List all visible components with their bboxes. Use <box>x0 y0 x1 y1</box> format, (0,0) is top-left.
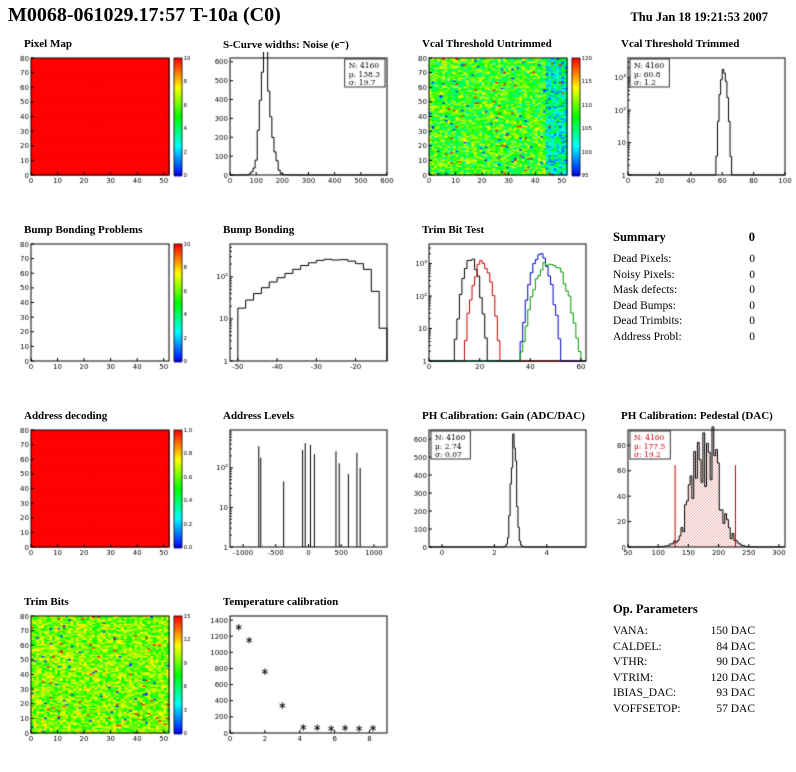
param-row: IBIAS_DAC: 93 DAC <box>613 686 755 702</box>
plot-address-levels: Address Levels <box>199 404 398 590</box>
param-value: 0 <box>749 284 755 296</box>
ph-pedestal-chart <box>601 424 793 562</box>
address-decoding-chart <box>4 424 196 562</box>
address-levels-chart <box>203 424 395 562</box>
param-label: Dead Pixels: <box>613 253 672 265</box>
plot-title: PH Calibration: Pedestal (DAC) <box>621 410 773 422</box>
plot-title: Temperature calibration <box>223 596 339 608</box>
scurve-noise-chart <box>203 52 395 190</box>
param-row: Dead Bumps: 0 <box>613 299 755 315</box>
param-label: VTRIM: <box>613 671 654 684</box>
param-row: Dead Pixels: 0 <box>613 252 755 268</box>
trim-bits-map-chart <box>4 610 196 748</box>
plot-bump-bonding: Bump Bonding <box>199 218 398 404</box>
param-row: VOFFSETOP: 57 DAC <box>613 702 755 718</box>
param-value: 93 DAC <box>716 687 755 699</box>
plot-temperature-calibration: Temperature calibration <box>199 590 398 772</box>
plot-vcal-untrimmed: Vcal Threshold Untrimmed <box>398 32 597 218</box>
op-parameters-rows: VANA: 150 DAC CALDEL: 84 DAC VTHR: 90 DAC VTRI… <box>613 624 755 717</box>
param-value: 0 <box>749 315 755 327</box>
param-row: CALDEL: 84 DAC <box>613 640 755 656</box>
param-row: Address Probl: 0 <box>613 330 755 346</box>
param-label: Address Probl: <box>613 330 682 343</box>
param-row: VANA: 150 DAC <box>613 624 755 640</box>
summary-title: Summary <box>613 230 666 244</box>
trim-bit-test-chart <box>402 238 594 376</box>
report-date: Thu Jan 18 19:21:53 2007 <box>630 10 768 24</box>
plot-pixel-map: Pixel Map <box>0 32 199 218</box>
param-value: 90 DAC <box>716 656 755 668</box>
plot-title: S-Curve widths: Noise (e⁻) <box>223 39 349 51</box>
summary-rows: Dead Pixels: 0 Noisy Pixels: 0 Mask defects:… <box>613 252 755 345</box>
plot-title: PH Calibration: Gain (ADC/DAC) <box>422 410 585 422</box>
param-value: 0 <box>749 253 755 265</box>
param-label: VTHR: <box>613 656 648 668</box>
plot-trim-bit-test: Trim Bit Test <box>398 218 597 404</box>
summary-block: Summary 0 Dead Pixels: 0 Noisy Pixels: 0 Mas… <box>597 218 755 404</box>
param-value: 57 DAC <box>716 702 755 715</box>
plot-grid: Pixel Map S-Curve widths: Noise (e⁻) Vca… <box>0 30 796 772</box>
param-label: Dead Trimbits: <box>613 315 683 327</box>
param-row: Mask defects: 0 <box>613 283 755 299</box>
param-value: 0 <box>749 330 755 343</box>
plot-title: Bump Bonding Problems <box>24 224 143 236</box>
op-parameters-block: Op. Parameters VANA: 150 DAC CALDEL: 84 DAC… <box>597 590 755 772</box>
param-label: Dead Bumps: <box>613 299 676 312</box>
bump-bonding-problems-chart <box>4 238 196 376</box>
param-label: IBIAS_DAC: <box>613 687 677 699</box>
summary-total: 0 <box>748 230 755 244</box>
plot-title: Vcal Threshold Untrimmed <box>422 38 552 50</box>
plot-vcal-trimmed: Vcal Threshold Trimmed <box>597 32 796 218</box>
plot-address-decoding: Address decoding <box>0 404 199 590</box>
param-row: Dead Trimbits: 0 <box>613 314 755 330</box>
param-label: VANA: <box>613 625 648 637</box>
param-label: VOFFSETOP: <box>613 702 681 715</box>
param-value: 0 <box>749 299 755 312</box>
vcal-trimmed-chart <box>601 52 793 190</box>
op-parameters-title: Op. Parameters <box>613 602 698 616</box>
param-row: Noisy Pixels: 0 <box>613 268 755 284</box>
plot-scurve-noise: S-Curve widths: Noise (e⁻) <box>199 32 398 218</box>
plot-title: Address decoding <box>24 410 108 422</box>
plot-ph-pedestal: PH Calibration: Pedestal (DAC) <box>597 404 796 590</box>
param-value: 84 DAC <box>716 640 755 653</box>
page-title: M0068-061029.17:57 T-10a (C0) <box>8 4 281 26</box>
plot-bump-bonding-problems: Bump Bonding Problems <box>0 218 199 404</box>
param-row: VTHR: 90 DAC <box>613 655 755 671</box>
param-row: VTRIM: 120 DAC <box>613 671 755 687</box>
param-label: Mask defects: <box>613 284 678 296</box>
param-label: Noisy Pixels: <box>613 268 675 281</box>
plot-title: Address Levels <box>223 410 294 422</box>
bump-bonding-chart <box>203 238 395 376</box>
plot-trim-bits-map: Trim Bits <box>0 590 199 772</box>
summary-title-row: Summary 0 <box>613 230 755 245</box>
temperature-calibration-chart <box>203 610 395 748</box>
plot-title: Bump Bonding <box>223 224 295 236</box>
param-value: 150 DAC <box>710 625 755 637</box>
plot-ph-gain: PH Calibration: Gain (ADC/DAC) <box>398 404 597 590</box>
plot-title: Trim Bit Test <box>422 224 485 236</box>
pixel-map-chart <box>4 52 196 190</box>
plot-title: Pixel Map <box>24 38 72 50</box>
param-value: 120 DAC <box>710 671 755 684</box>
plot-title: Vcal Threshold Trimmed <box>621 38 740 50</box>
param-label: CALDEL: <box>613 640 662 653</box>
report-header: M0068-061029.17:57 T-10a (C0) Thu Jan 18… <box>0 0 796 30</box>
op-parameters-title-row: Op. Parameters <box>613 602 755 617</box>
plot-title: Trim Bits <box>24 596 69 608</box>
param-value: 0 <box>749 268 755 281</box>
vcal-untrimmed-chart <box>402 52 594 190</box>
empty-cell <box>398 590 597 772</box>
ph-gain-chart <box>402 424 594 562</box>
